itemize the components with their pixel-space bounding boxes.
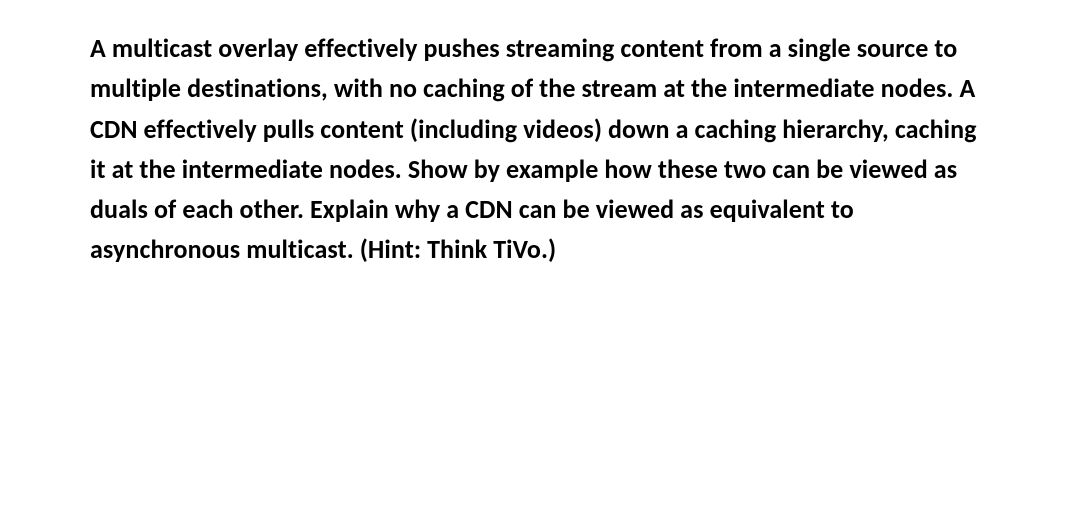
question-paragraph: A multicast overlay effectively pushes s… [90, 28, 990, 270]
